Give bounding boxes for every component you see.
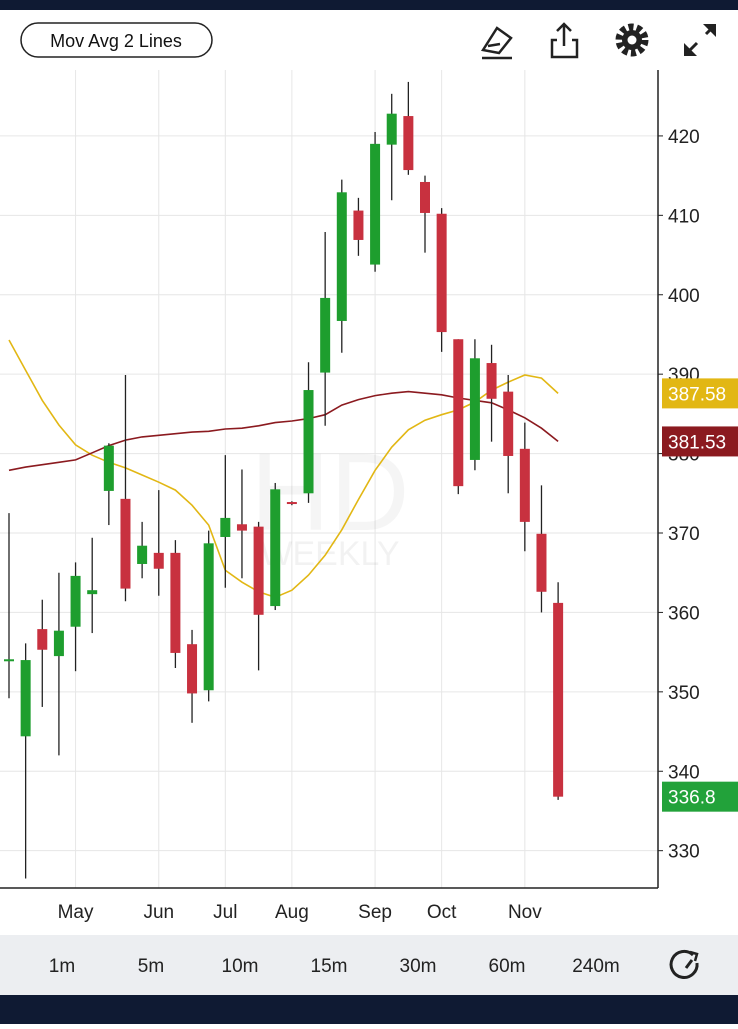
watermark-sub: WEEKLY xyxy=(260,535,399,573)
moving-average-line xyxy=(8,339,559,599)
y-tick-label: 350 xyxy=(668,683,700,704)
candle-body xyxy=(187,644,198,694)
interval-button[interactable]: 5m xyxy=(138,956,164,977)
expand-icon[interactable] xyxy=(684,24,716,56)
candle-body xyxy=(453,339,464,487)
x-tick-label: Jun xyxy=(143,902,174,923)
y-tick-label: 360 xyxy=(668,603,700,624)
candle-body xyxy=(553,602,564,797)
button-label: Mov Avg 2 Lines xyxy=(50,31,182,51)
interval-button[interactable]: 30m xyxy=(400,956,437,977)
interval-button[interactable]: 1m xyxy=(49,956,75,977)
candle-body xyxy=(253,526,264,615)
y-tick-label: 330 xyxy=(668,842,700,863)
candle-body xyxy=(503,391,514,456)
plot-area: 330340350360370380390400410420MayJunJulA… xyxy=(0,70,738,923)
candle-body xyxy=(436,213,447,333)
price-tag-label: 387.58 xyxy=(668,384,726,405)
candle-body xyxy=(53,630,64,657)
share-icon[interactable] xyxy=(550,22,579,59)
price-tag xyxy=(662,378,738,409)
candle-body xyxy=(270,489,281,607)
candle-body xyxy=(519,448,530,522)
refresh-icon[interactable] xyxy=(669,950,699,979)
button-outline xyxy=(20,22,213,58)
candle-body xyxy=(303,390,314,494)
y-tick-label: 410 xyxy=(668,206,700,227)
candle-body xyxy=(137,545,148,564)
interval-button[interactable]: 15m xyxy=(311,956,348,977)
candle-body xyxy=(4,659,14,662)
y-tick-label: 340 xyxy=(668,762,700,783)
y-tick-label: 370 xyxy=(668,524,700,545)
candle-body xyxy=(420,181,430,213)
candle-body xyxy=(220,517,231,537)
y-tick-label: 420 xyxy=(668,127,700,148)
x-tick-label: May xyxy=(58,902,94,923)
candle-body xyxy=(286,502,297,505)
candle-body xyxy=(37,629,48,650)
candle-body xyxy=(87,590,98,595)
candle-body xyxy=(203,543,214,691)
x-tick-label: Aug xyxy=(275,902,309,923)
candle-body xyxy=(386,113,397,145)
candle-body xyxy=(170,552,181,653)
interval-button[interactable]: 240m xyxy=(572,956,620,977)
status-bar xyxy=(0,0,738,10)
interval-button[interactable]: 10m xyxy=(222,956,259,977)
x-tick-label: Oct xyxy=(427,902,457,923)
interval-toolbar xyxy=(0,935,738,995)
price-tag-label: 336.8 xyxy=(668,788,716,809)
candle-body xyxy=(103,445,114,491)
indicator-button[interactable]: Mov Avg 2 Lines xyxy=(20,22,213,58)
candle-body xyxy=(120,498,131,589)
candle-body xyxy=(20,660,31,737)
interval-button[interactable]: 60m xyxy=(489,956,526,977)
price-tag xyxy=(662,426,738,457)
candle-body xyxy=(70,575,81,627)
interval-buttons: 1m 5m 10m 15m 30m 60m 240m xyxy=(49,956,620,977)
candle-body xyxy=(153,552,164,569)
x-tick-label: Jul xyxy=(213,902,237,923)
x-tick-label: Sep xyxy=(358,902,392,923)
moving-average-line xyxy=(8,390,559,472)
candle-body xyxy=(469,358,480,460)
candle-body xyxy=(353,210,364,240)
candle-body xyxy=(320,297,331,373)
x-tick-label: Nov xyxy=(508,902,542,923)
price-tag xyxy=(662,781,738,812)
candle-body xyxy=(370,143,381,265)
settings-icon[interactable] xyxy=(615,23,649,57)
candle-body xyxy=(236,524,247,531)
candle-body xyxy=(336,192,347,321)
candle-body xyxy=(536,533,547,592)
y-tick-label: 400 xyxy=(668,286,700,307)
candle-body xyxy=(403,116,414,171)
draw-icon[interactable] xyxy=(480,26,513,60)
candle-body xyxy=(486,363,497,399)
price-tag-label: 381.53 xyxy=(668,432,726,453)
bottom-bar xyxy=(0,995,738,1024)
